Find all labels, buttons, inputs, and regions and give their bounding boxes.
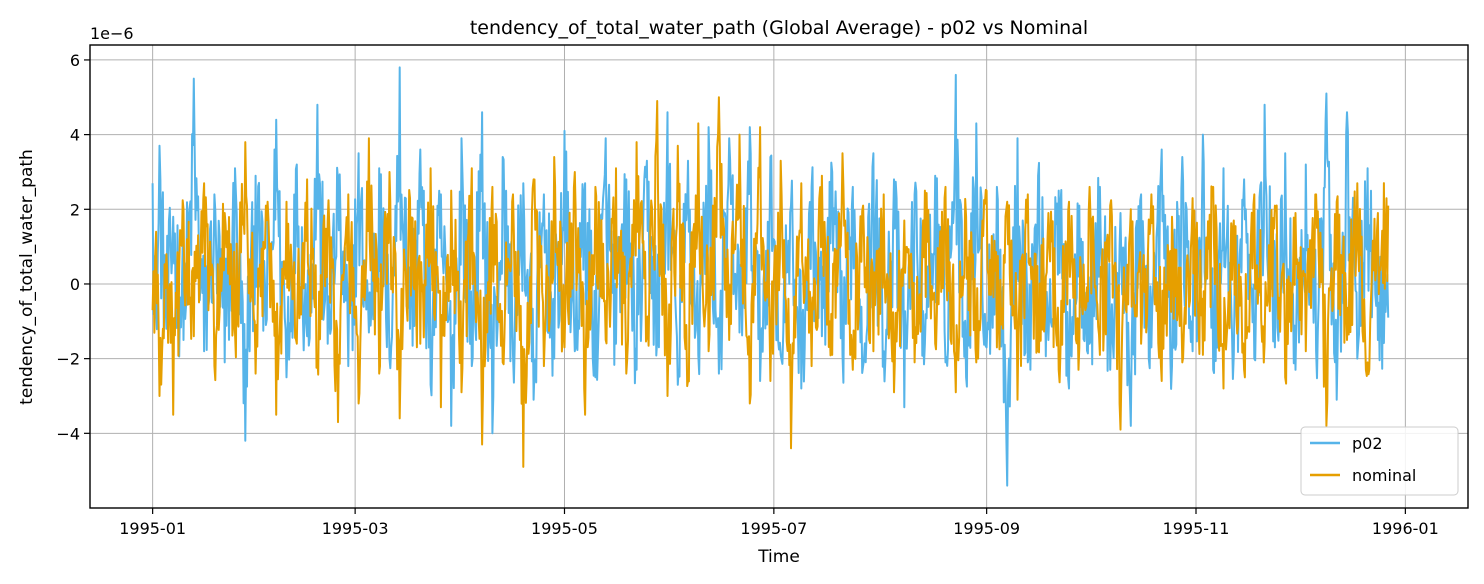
y-tick-label: −4: [56, 424, 80, 443]
chart-title: tendency_of_total_water_path (Global Ave…: [470, 17, 1088, 39]
p02-line: [151, 66, 1390, 487]
x-tick-label: 1996-01: [1372, 519, 1439, 538]
y-tick-label: 0: [70, 275, 80, 294]
x-axis-label: Time: [757, 547, 800, 567]
y-axis: 6 4 2 0 −2 −4: [56, 51, 90, 443]
plot-frame: [89, 44, 1469, 509]
x-axis: 1995-01 1995-03 1995-05 1995-07 1995-09 1995-…: [119, 508, 1439, 538]
x-tick-label: 1995-03: [322, 519, 389, 538]
legend-box: [1300, 426, 1459, 496]
x-tick-label: 1995-07: [740, 519, 807, 538]
p02-series: [151, 66, 1390, 487]
legend-nominal-label: nominal: [1352, 466, 1416, 485]
x-tick-label: 1995-05: [531, 519, 598, 538]
nominal-line: [151, 96, 1390, 468]
legend: p02 nominal: [1300, 426, 1459, 496]
y-axis-offset-label: 1e−6: [90, 24, 134, 43]
y-tick-label: −2: [56, 350, 80, 369]
y-tick-label: 6: [70, 51, 80, 70]
nominal-series: [151, 96, 1390, 468]
y-tick-label: 2: [70, 200, 80, 219]
x-tick-label: 1995-01: [119, 519, 186, 538]
x-tick-label: 1995-11: [1163, 519, 1230, 538]
y-tick-label: 4: [70, 126, 80, 145]
x-tick-label: 1995-09: [953, 519, 1020, 538]
y-axis-label: tendency_of_total_water_path: [17, 149, 37, 405]
legend-p02-label: p02: [1352, 434, 1383, 453]
